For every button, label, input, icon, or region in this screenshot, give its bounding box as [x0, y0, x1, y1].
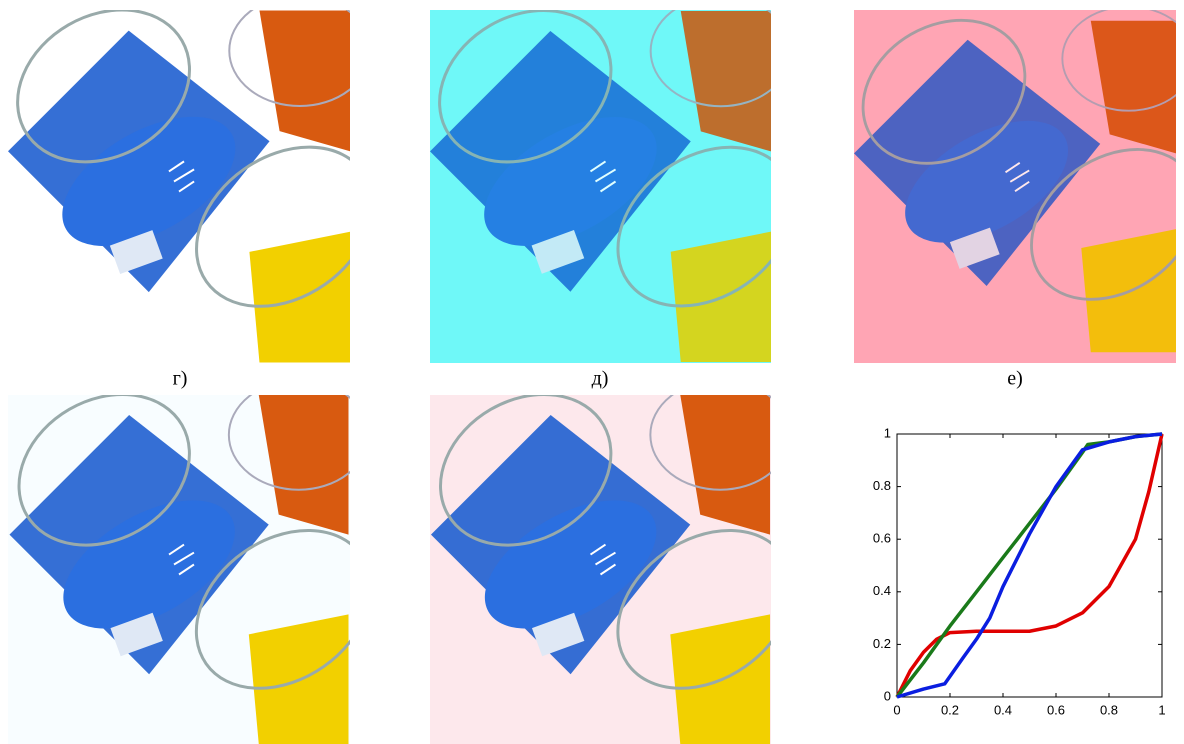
x-tick-label: 0.2	[941, 702, 959, 717]
photo	[413, 364, 823, 744]
panel-label: г)	[173, 368, 188, 390]
photo	[0, 0, 403, 363]
y-tick-label: 0.8	[873, 478, 891, 493]
y-tick-label: 0	[884, 688, 891, 703]
x-tick-label: 1	[1158, 702, 1165, 717]
x-tick-label: 0	[893, 702, 900, 717]
y-tick-label: 0.6	[873, 531, 891, 546]
x-tick-label: 0.4	[994, 702, 1012, 717]
y-tick-label: 1	[884, 425, 891, 440]
photo	[412, 0, 824, 363]
photo	[0, 364, 401, 744]
y-tick-label: 0.2	[873, 636, 891, 651]
photo	[837, 0, 1184, 363]
panel-label: е)	[1007, 368, 1023, 390]
panel-label: д)	[592, 368, 609, 390]
y-tick-label: 0.4	[873, 583, 891, 598]
x-tick-label: 0.6	[1047, 702, 1065, 717]
figure: г) д) е) 0 0.2 0.4 0.6 0.8 1 0 0.2 0.4 0.6 0.8 1	[0, 0, 1184, 744]
x-tick-label: 0.8	[1100, 702, 1118, 717]
